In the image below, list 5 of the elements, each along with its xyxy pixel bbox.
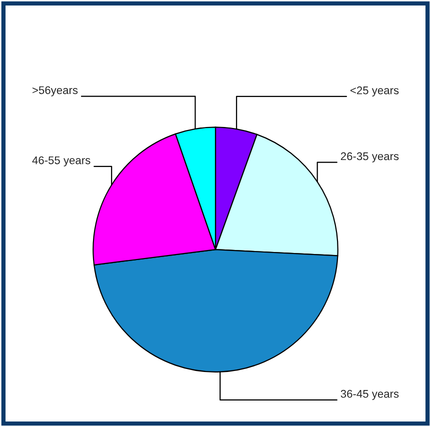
- slice-label: 36-45 years: [340, 390, 399, 400]
- slice-label: 26-35 years: [340, 152, 399, 162]
- slice-label: <25 years: [350, 86, 399, 96]
- slice-label: >56years: [32, 86, 78, 96]
- slice-label: 46-55 years: [32, 156, 90, 166]
